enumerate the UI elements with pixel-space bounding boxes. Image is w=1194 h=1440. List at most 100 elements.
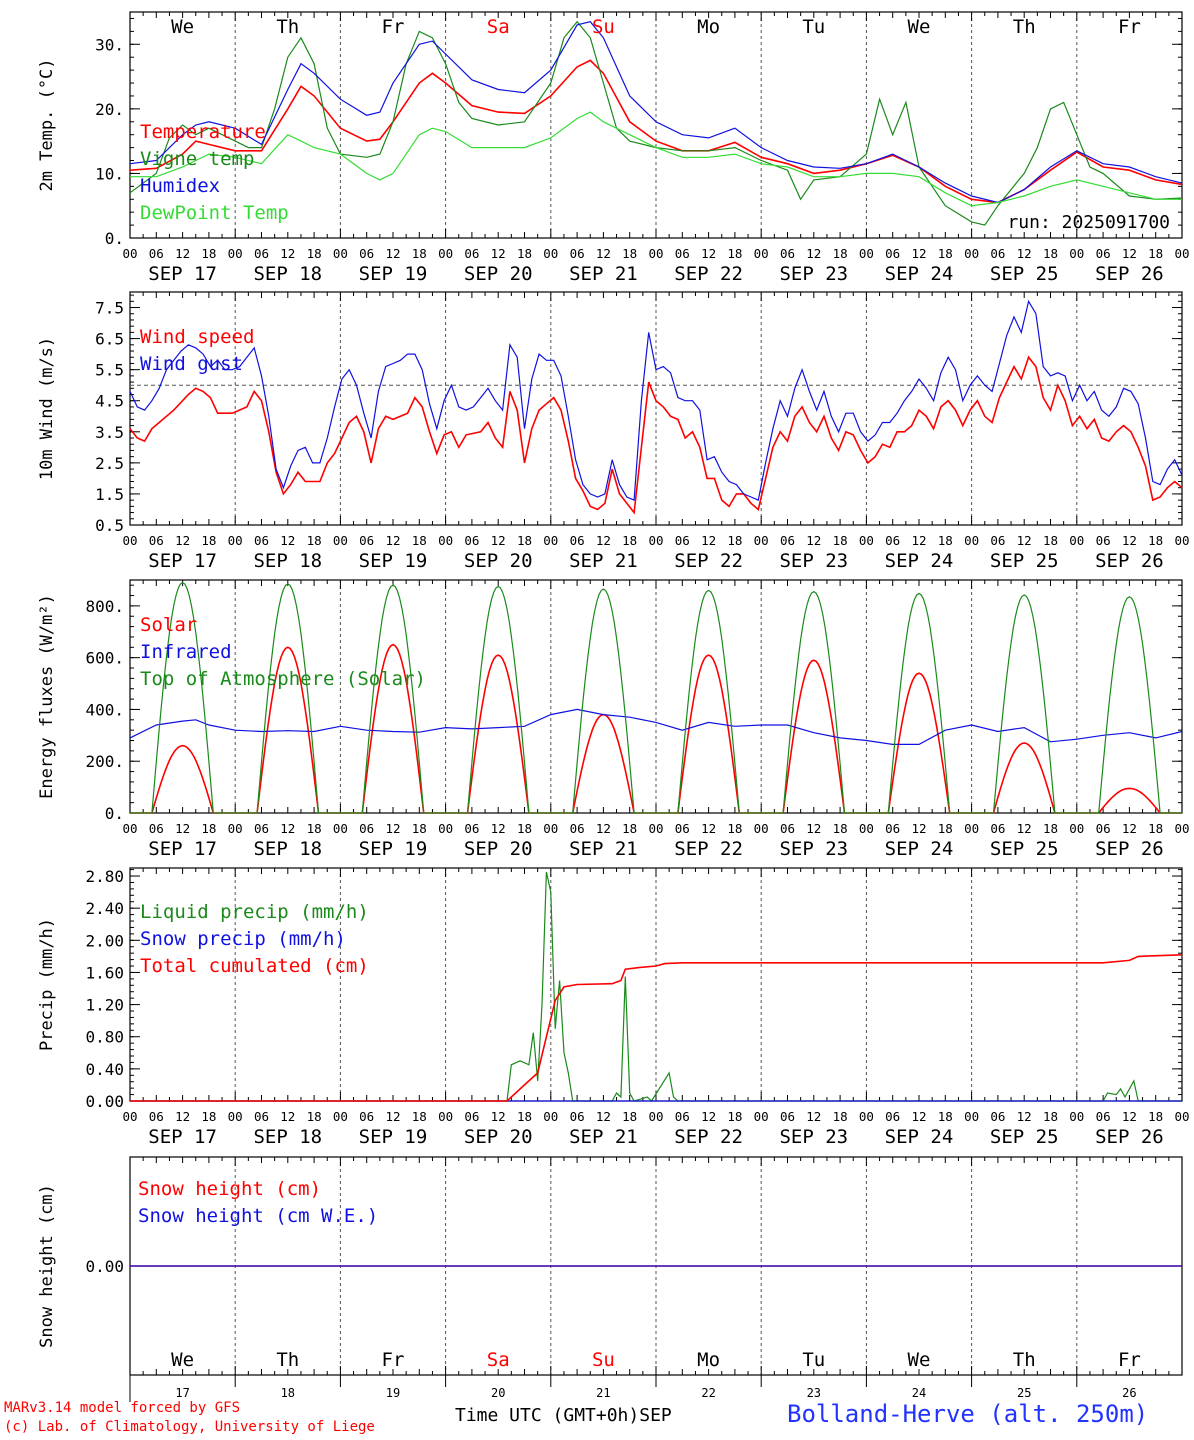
credit-line-1: MARv3.14 model forced by GFS [4, 1400, 241, 1416]
date-label: SEP 25 [990, 1126, 1059, 1148]
legend-entry: Snow height (cm) [138, 1178, 321, 1200]
legend-entry: Top of Atmosphere (Solar) [140, 668, 426, 690]
y-tick-label: 0.5 [95, 516, 124, 535]
hour-tick-label: 00 [648, 1109, 663, 1124]
legend-entry: Temperature [140, 121, 266, 143]
hour-tick-label: 06 [570, 1109, 585, 1124]
date-label: SEP 17 [148, 263, 217, 285]
y-tick-label: 2.40 [85, 899, 124, 918]
hour-tick-label: 00 [754, 246, 769, 261]
hour-tick-label: 06 [464, 246, 479, 261]
day-number-label: 26 [1122, 1386, 1136, 1400]
hour-tick-label: 06 [464, 821, 479, 836]
hour-tick-label: 06 [675, 1109, 690, 1124]
hour-tick-label: 18 [727, 821, 742, 836]
y-axis-label: 2m Temp. (°C) [37, 58, 57, 191]
hour-tick-label: 18 [1148, 821, 1163, 836]
date-label: SEP 25 [990, 550, 1059, 572]
hour-tick-label: 18 [412, 1109, 427, 1124]
hour-tick-label: 12 [280, 821, 295, 836]
y-tick-label: 400. [85, 700, 124, 719]
hour-tick-label: 18 [517, 821, 532, 836]
hour-tick-label: 00 [964, 1109, 979, 1124]
hour-tick-label: 18 [1043, 533, 1058, 548]
date-label: SEP 22 [674, 1126, 743, 1148]
hour-tick-label: 12 [175, 821, 190, 836]
date-label: SEP 19 [359, 838, 428, 860]
date-label: SEP 20 [464, 550, 533, 572]
hour-tick-label: 12 [491, 1109, 506, 1124]
hour-tick-label: 00 [1174, 533, 1189, 548]
hour-tick-label: 00 [333, 246, 348, 261]
hour-tick-label: 00 [859, 821, 874, 836]
weekday-label: Tu [802, 1349, 825, 1371]
date-label: SEP 26 [1095, 550, 1164, 572]
y-tick-label: 2.80 [85, 867, 124, 886]
date-label: SEP 20 [464, 838, 533, 860]
hour-tick-label: 18 [1148, 533, 1163, 548]
y-tick-label: 3.5 [95, 423, 124, 442]
date-label: SEP 18 [253, 1126, 322, 1148]
legend-entry: Snow precip (mm/h) [140, 928, 346, 950]
hour-tick-label: 12 [1122, 246, 1137, 261]
series-line-dewpoint-temp [130, 111, 1182, 207]
legend-entry: DewPoint Temp [140, 202, 289, 224]
date-label: SEP 19 [359, 550, 428, 572]
hour-tick-label: 12 [175, 1109, 190, 1124]
date-label: SEP 23 [779, 550, 848, 572]
hour-tick-label: 18 [1043, 821, 1058, 836]
weekday-label: Fr [1118, 1349, 1141, 1371]
hour-tick-label: 18 [727, 533, 742, 548]
hour-tick-label: 12 [806, 821, 821, 836]
hour-tick-label: 00 [964, 821, 979, 836]
y-tick-label: 600. [85, 649, 124, 668]
date-label: SEP 24 [885, 263, 954, 285]
date-label: SEP 25 [990, 838, 1059, 860]
hour-tick-label: 00 [1174, 1109, 1189, 1124]
y-tick-label: 0.00 [85, 1257, 124, 1276]
hour-tick-label: 18 [833, 1109, 848, 1124]
legend-entry: Humidex [140, 175, 220, 197]
hour-tick-label: 00 [1174, 246, 1189, 261]
hour-tick-label: 00 [438, 1109, 453, 1124]
time-axis-label: Time UTC (GMT+0h)SEP [455, 1405, 672, 1426]
hour-tick-label: 06 [149, 246, 164, 261]
hour-tick-label: 06 [359, 1109, 374, 1124]
hour-tick-label: 12 [491, 246, 506, 261]
hour-tick-label: 12 [596, 533, 611, 548]
hour-tick-label: 18 [1043, 1109, 1058, 1124]
hour-tick-label: 00 [1069, 246, 1084, 261]
hour-tick-label: 18 [938, 1109, 953, 1124]
y-tick-label: 6.5 [95, 330, 124, 349]
hour-tick-label: 00 [1069, 533, 1084, 548]
hour-tick-label: 00 [754, 533, 769, 548]
y-tick-label: 0. [105, 229, 124, 248]
weekday-label: Th [276, 16, 299, 38]
hour-tick-label: 18 [201, 1109, 216, 1124]
hour-tick-label: 12 [596, 1109, 611, 1124]
hour-tick-label: 00 [648, 821, 663, 836]
hour-tick-label: 06 [1096, 533, 1111, 548]
hour-tick-label: 12 [701, 1109, 716, 1124]
month-label: SEP [639, 1405, 672, 1426]
hour-tick-label: 12 [280, 246, 295, 261]
legend-entry: Wind gust [140, 353, 243, 375]
hour-tick-label: 06 [464, 533, 479, 548]
day-number-label: 21 [596, 1386, 610, 1400]
date-label: SEP 18 [253, 550, 322, 572]
y-tick-label: 10. [95, 164, 124, 183]
hour-tick-label: 00 [543, 533, 558, 548]
hour-tick-label: 12 [385, 821, 400, 836]
hour-tick-label: 18 [1148, 246, 1163, 261]
hour-tick-label: 18 [412, 533, 427, 548]
series-line-liquid-precip-mm-h- [130, 871, 1182, 1102]
hour-tick-label: 06 [675, 246, 690, 261]
y-tick-label: 800. [85, 597, 124, 616]
series-line-humidex [129, 21, 1183, 204]
hour-tick-label: 06 [359, 246, 374, 261]
date-label: SEP 21 [569, 838, 638, 860]
weekday-label: We [908, 16, 931, 38]
legend-entry: Wind speed [140, 326, 254, 348]
weekday-label: Th [1013, 16, 1036, 38]
